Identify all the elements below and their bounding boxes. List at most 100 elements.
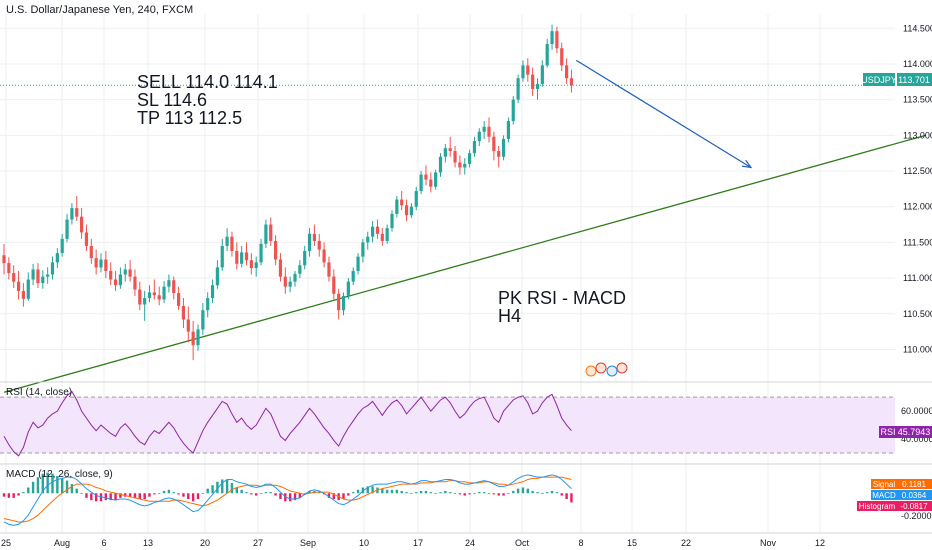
candle [414, 186, 418, 211]
event-flag-icon[interactable] [616, 362, 628, 374]
price-tick-label: 114.500 [903, 23, 932, 33]
macd-histogram-bar [245, 492, 248, 494]
drawings[interactable] [575, 59, 753, 169]
macd-histogram-bar [46, 472, 49, 494]
candle-body [443, 148, 447, 157]
macd-histogram-bar [439, 492, 442, 494]
candle [395, 196, 399, 218]
macd-histogram-bar [555, 492, 559, 494]
candle [118, 267, 122, 289]
candle-body [293, 273, 297, 282]
candle-body [181, 305, 186, 320]
macd-histogram-bar [119, 493, 122, 498]
candle [99, 253, 103, 273]
hist-tag-name-bg [857, 501, 897, 511]
candle-body [448, 148, 452, 152]
rsi-value-tag: RSI 45.7943 [879, 426, 932, 438]
method-line-2: H4 [498, 306, 521, 326]
candle-body [497, 151, 501, 157]
rsi-tick-label: 60.0000 [901, 406, 932, 416]
rsi-line [3, 390, 572, 457]
macd-histogram-bar [133, 493, 137, 498]
candle [565, 58, 569, 84]
macd-histogram-bar [327, 493, 331, 498]
macd-histogram-bar [216, 481, 219, 494]
candle [2, 243, 6, 275]
candle [162, 280, 166, 304]
trade-annotation[interactable]: SELL 114.0 114.1 SL 114.6 TP 113 112.5 [137, 72, 278, 128]
event-flag-icon[interactable] [606, 365, 618, 377]
candle-body [356, 256, 360, 271]
candle-body [104, 259, 108, 271]
trendline-layer [3, 134, 926, 393]
macd-histogram-bar [502, 493, 505, 496]
candle-body [60, 238, 64, 254]
symbol-tag: USDJPY [861, 75, 897, 85]
macd-tag-name-bg [871, 490, 897, 500]
candle [312, 224, 316, 246]
event-flag-icon[interactable] [585, 365, 597, 377]
hist-tag-bg [897, 501, 932, 511]
candle-body [84, 232, 89, 246]
macd-tag-name: MACD [872, 491, 896, 500]
candle [477, 128, 481, 147]
event-flag-icon[interactable] [595, 362, 607, 374]
candle-body [521, 65, 525, 79]
candle [346, 278, 350, 300]
rsi-label[interactable]: RSI (14, close) [6, 387, 72, 398]
price-tick-label: 112.000 [903, 202, 932, 212]
candle [60, 233, 64, 257]
candle-body [303, 250, 307, 266]
candle [351, 267, 355, 286]
candle-body [274, 240, 278, 260]
candle [366, 231, 370, 250]
candle [240, 245, 244, 268]
candle-body [152, 292, 156, 296]
candle [506, 117, 510, 143]
candle [307, 228, 312, 257]
macd-histogram-bar [61, 478, 64, 494]
candle-body [434, 172, 438, 187]
candle-body [565, 65, 569, 79]
hist-tag-name: Histogram [859, 502, 896, 511]
forecast-arrow [575, 59, 752, 168]
macd-label[interactable]: MACD (12, 26, close, 9) [6, 469, 113, 480]
time-tick-label: 22 [681, 538, 691, 548]
event-flags[interactable] [585, 362, 628, 377]
macd-histogram-bar [550, 490, 554, 494]
candle-body [133, 276, 137, 290]
candle [361, 238, 365, 263]
candle-body [254, 262, 258, 269]
time-tick-label: 20 [200, 538, 210, 548]
candle-body [375, 226, 380, 234]
macd-pane: 0.0000-0.2000 [2, 472, 932, 526]
candle [385, 224, 389, 244]
candle-body [244, 252, 249, 261]
candle [535, 78, 540, 100]
candle-body [332, 276, 336, 294]
macd-histogram-bar [468, 493, 471, 495]
price-tick-label: 110.500 [903, 309, 932, 319]
candle-body [80, 216, 84, 233]
price-axis[interactable]: 114.500 114.000 113.500 113.000 112.500 112.0… [903, 23, 932, 354]
price-tick-label: 111.500 [903, 237, 932, 247]
macd-histogram-bar [347, 493, 350, 496]
candle [400, 191, 404, 211]
candle [269, 217, 273, 246]
method-annotation[interactable]: PK RSI - MACD H4 [498, 288, 626, 326]
time-axis[interactable]: 25 Aug 6 13 20 27 Sep 10 17 24 Oct 8 15 22 Nov 12 [1, 538, 825, 548]
rsi-tick-label: 40.0000 [901, 434, 932, 444]
macd-histogram-bar [478, 492, 481, 494]
macd-histogram-bar [560, 493, 563, 496]
candle-body [453, 151, 457, 163]
candle-body [341, 295, 346, 311]
candle-body [99, 259, 103, 268]
macd-histogram-bar [381, 488, 384, 494]
candle-body [26, 279, 30, 299]
macd-histogram-bar [356, 489, 360, 494]
time-tick-label: 10 [359, 538, 369, 548]
candle [453, 146, 457, 168]
macd-histogram-bar [85, 493, 88, 498]
macd-histogram-bar [138, 493, 141, 499]
